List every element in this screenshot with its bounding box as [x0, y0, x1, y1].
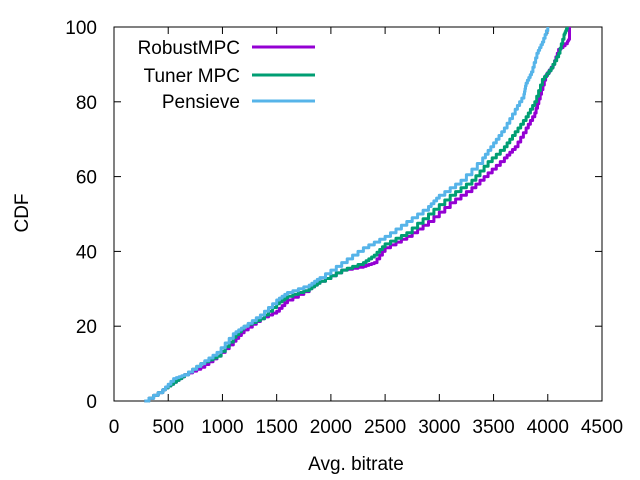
- y-tick-label: 40: [76, 242, 97, 263]
- x-tick-label: 2500: [364, 417, 406, 438]
- x-tick-label: 2000: [310, 417, 352, 438]
- axis-ticks: 0 500 1000 1500 2000 2500 3000 3500 4000 4500 0 20 4…: [65, 18, 623, 438]
- x-tick-label: 0: [109, 417, 120, 438]
- y-tick-label: 60: [76, 168, 97, 189]
- plot-area-border: [113, 26, 603, 402]
- x-tick-label: 3500: [472, 417, 514, 438]
- data-series: [144, 27, 571, 403]
- legend-label: Tuner MPC: [144, 66, 240, 87]
- series-line-pensieve: [144, 27, 550, 403]
- x-tick-label: 4000: [527, 417, 569, 438]
- x-axis-title: Avg. bitrate: [308, 454, 404, 475]
- x-tick-label: 1500: [256, 417, 298, 438]
- y-tick-label: 80: [76, 93, 97, 114]
- y-tick-label: 0: [86, 392, 97, 413]
- chart-legend: RobustMPC Tuner MPC Pensieve: [138, 38, 315, 113]
- y-axis-title: CDF: [12, 193, 33, 232]
- legend-label: Pensieve: [162, 92, 240, 113]
- y-tick-label: 100: [65, 18, 97, 39]
- x-tick-label: 3000: [418, 417, 460, 438]
- x-tick-label: 500: [152, 417, 184, 438]
- x-tick-label: 1000: [201, 417, 243, 438]
- legend-label: RobustMPC: [138, 38, 240, 59]
- x-tick-label: 4500: [581, 417, 623, 438]
- plot-frame: [113, 26, 603, 402]
- y-tick-label: 20: [76, 317, 97, 338]
